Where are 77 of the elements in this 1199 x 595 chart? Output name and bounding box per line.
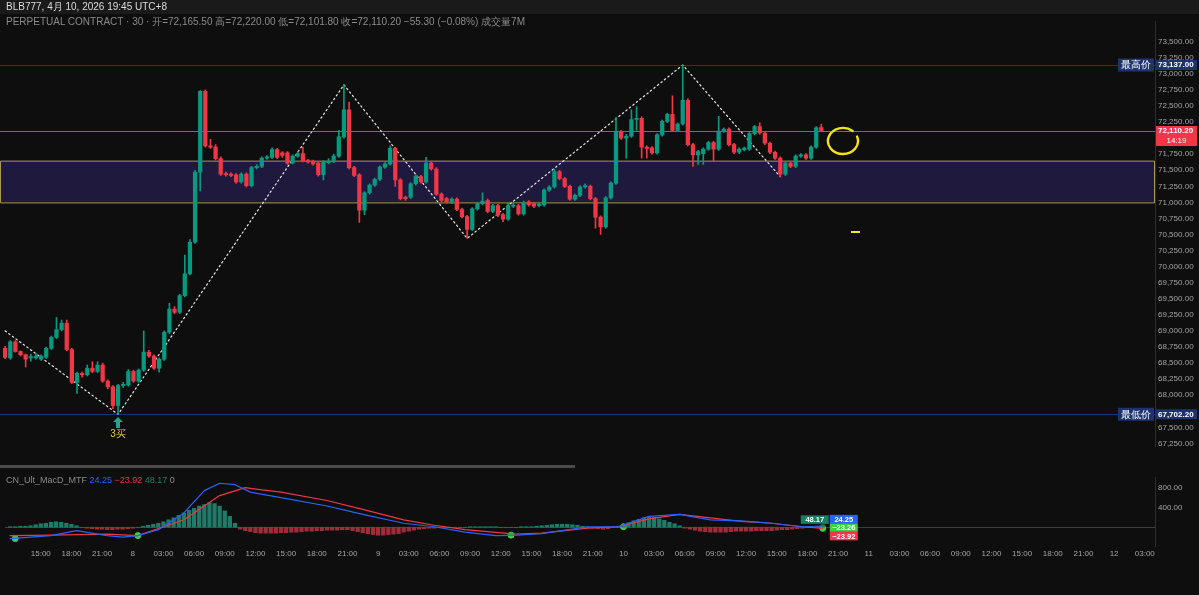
y-tick-label: 67,500.00 xyxy=(1158,422,1195,432)
y-tick-label: 69,500.00 xyxy=(1158,294,1195,304)
x-tick-label: 12 xyxy=(1109,549,1120,558)
x-tick-label: 8 xyxy=(130,549,136,558)
chart-subtitle: PERPETUAL CONTRACT · 30 · 开=72,165.50 高=72,220.00 低=72,101.80 收=72,110.20 −55.30 (−0.08%) 成交量7M xyxy=(6,16,525,28)
x-tick-label: 9 xyxy=(375,549,381,558)
y-tick-label: 69,250.00 xyxy=(1158,310,1195,320)
x-tick-label: 18:00 xyxy=(1042,549,1064,558)
x-tick-label: 09:00 xyxy=(705,549,726,558)
y-tick-label: 67,702.20 xyxy=(1158,409,1195,419)
y-tick-label: 73,000.00 xyxy=(1158,69,1195,79)
y-tick-label: 70,250.00 xyxy=(1158,245,1195,255)
x-tick-label: 12:00 xyxy=(245,549,266,558)
chart-title: BLB777, 4月 10, 2026 19:45 UTC+8 xyxy=(6,1,167,13)
x-tick-label: 18:00 xyxy=(61,549,82,558)
y-tick-label: 71,250.00 xyxy=(1158,181,1195,191)
chart-title: CN_Ult_MacD_MTF xyxy=(6,475,88,485)
x-tick-label: 15:00 xyxy=(521,549,542,558)
x-tick-label: 09:00 xyxy=(214,549,236,558)
ref-line-label: 最低价 xyxy=(1121,408,1151,420)
y-tick-label: 72,750.00 xyxy=(1158,85,1195,95)
y-tick-label: 71,500.00 xyxy=(1158,165,1195,175)
x-tick-label: 12:00 xyxy=(490,549,512,558)
x-tick-label: 03:00 xyxy=(644,549,665,558)
y-tick-label: 72,110.20 xyxy=(1158,126,1194,136)
x-tick-label: 12:00 xyxy=(981,549,1002,558)
text: −23.92 xyxy=(114,475,143,485)
y-tick-label: 400.00 xyxy=(1158,502,1184,512)
x-tick-label: 06:00 xyxy=(429,549,450,558)
y-tick-label: 69,750.00 xyxy=(1158,277,1195,287)
x-tick-label: 21:00 xyxy=(92,549,113,558)
y-tick-label: 67,250.00 xyxy=(1158,438,1195,448)
text: 24.25 xyxy=(89,475,113,485)
text: 48.17 xyxy=(144,475,168,485)
x-tick-label: 18:00 xyxy=(306,549,328,558)
annotation: 0 xyxy=(168,475,175,485)
x-tick-label: 21:00 xyxy=(337,549,358,558)
x-tick-label: 21:00 xyxy=(1073,549,1094,558)
x-tick-label: 15:00 xyxy=(276,549,297,558)
x-tick-label: 11 xyxy=(864,549,874,558)
y-tick-label: 68,000.00 xyxy=(1158,390,1195,400)
y-tick-label: 73,500.00 xyxy=(1158,36,1195,46)
y-tick-label: 73,250.00 xyxy=(1158,53,1195,62)
x-tick-label: 03:00 xyxy=(1134,549,1156,558)
x-tick-label: 09:00 xyxy=(950,549,972,558)
x-tick-label: 21:00 xyxy=(828,549,849,558)
y-tick-label: 72,250.00 xyxy=(1158,117,1195,127)
y-tick-label: 800.00 xyxy=(1158,482,1184,492)
x-tick-label: 03:00 xyxy=(398,549,420,558)
x-tick-label: 18:00 xyxy=(552,549,573,558)
x-tick-label: 21:00 xyxy=(582,549,604,558)
x-tick-label: 03:00 xyxy=(153,549,174,558)
x-tick-label: 12:00 xyxy=(736,549,757,558)
y-tick-label: 68,500.00 xyxy=(1158,358,1195,368)
y-tick-label: 70,750.00 xyxy=(1158,213,1195,223)
y-tick-label: 69,000.00 xyxy=(1158,326,1195,336)
annotation: 3买 xyxy=(110,428,126,440)
y-tick-label: 68,750.00 xyxy=(1158,342,1195,352)
ref-line-label: 最高价 xyxy=(1121,59,1151,71)
x-tick-label: 15:00 xyxy=(30,549,52,558)
y-tick-label: 70,500.00 xyxy=(1158,229,1195,239)
x-tick-label: 15:00 xyxy=(1012,549,1033,558)
y-tick-label: 71,750.00 xyxy=(1158,149,1195,159)
x-tick-label: 09:00 xyxy=(460,549,481,558)
x-tick-label: 10 xyxy=(618,549,629,558)
x-tick-label: 18:00 xyxy=(797,549,818,558)
x-tick-label: 15:00 xyxy=(766,549,788,558)
x-tick-label: 06:00 xyxy=(920,549,941,558)
y-tick-label: 68,250.00 xyxy=(1158,374,1195,384)
x-tick-label: 06:00 xyxy=(674,549,696,558)
x-tick-label: 03:00 xyxy=(889,549,910,558)
y-tick-label: 71,000.00 xyxy=(1158,197,1195,207)
y-tick-label: 73,137.00 xyxy=(1158,60,1195,70)
y-tick-label: 70,000.00 xyxy=(1158,261,1195,271)
x-tick-label: 06:00 xyxy=(184,549,205,558)
text: 14:19 xyxy=(1166,136,1188,146)
y-tick-label: 72,500.00 xyxy=(1158,101,1195,111)
